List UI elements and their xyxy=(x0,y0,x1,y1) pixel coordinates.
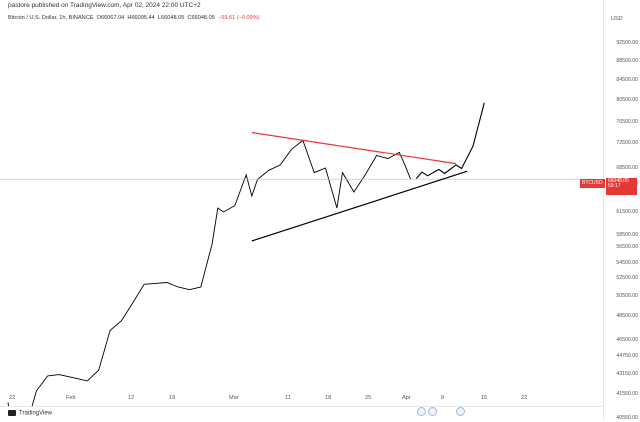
price-tick-label: 68500.00 xyxy=(616,165,638,171)
time-tick-label: 19 xyxy=(169,395,176,401)
symbol-description: Bitcoin / U.S. Dollar, 1h, BINANCE xyxy=(8,15,94,21)
price-tick-label: 52500.00 xyxy=(616,275,638,281)
time-tick-label: 18 xyxy=(325,395,332,401)
price-tick-label: 50500.00 xyxy=(616,293,638,299)
time-tick-label: 22 xyxy=(521,395,528,401)
bar-countdown: 59:17 xyxy=(608,183,621,190)
event-flag-icon[interactable] xyxy=(417,407,426,416)
price-tick-label: 48500.00 xyxy=(616,313,638,319)
time-tick-label: 8 xyxy=(441,395,445,401)
price-tick-label: 88500.00 xyxy=(616,58,638,64)
brand-logo: TradingView xyxy=(8,410,52,417)
price-tick-label: 43150.00 xyxy=(616,371,638,377)
last-price: 66048.05 xyxy=(608,178,629,184)
price-tick-label: 76500.00 xyxy=(616,119,638,125)
last-price-tag: 66048.05 59:17 xyxy=(606,178,637,195)
price-axis[interactable]: 92500.00 88500.00 84500.00 80500.00 76500.00… xyxy=(603,0,640,421)
price-tick-label: 72500.00 xyxy=(616,140,638,146)
event-flag-icon[interactable] xyxy=(456,407,465,416)
time-tick-label: Feb xyxy=(66,395,76,401)
price-tick-label: 84500.00 xyxy=(616,77,638,83)
chart-footer xyxy=(0,406,603,422)
time-tick-label: 25 xyxy=(365,395,372,401)
price-tick-label: 58500.00 xyxy=(616,232,638,238)
high-value: H66095.44 xyxy=(127,15,155,21)
price-series-line xyxy=(7,139,412,406)
price-tick-label: 44750.00 xyxy=(616,353,638,359)
price-chart[interactable] xyxy=(0,0,603,406)
projection-path[interactable] xyxy=(415,102,485,179)
time-tick-label: 22 xyxy=(9,395,16,401)
event-flag-icon[interactable] xyxy=(428,407,437,416)
resistance-trendline[interactable] xyxy=(251,131,457,165)
price-tick-label: 56500.00 xyxy=(616,244,638,250)
close-value: C66048.05 xyxy=(187,15,215,21)
time-tick-label: 11 xyxy=(285,395,291,401)
price-tick-label: 54500.00 xyxy=(616,260,638,266)
time-tick-label: 15 xyxy=(481,395,488,401)
support-trendline[interactable] xyxy=(251,170,468,242)
open-value: O66067.04 xyxy=(96,15,125,21)
price-tick-label: 61500.00 xyxy=(616,209,638,215)
low-value: L66048.05 xyxy=(157,15,185,21)
symbol-info: Bitcoin / U.S. Dollar, 1h, BINANCE O6606… xyxy=(8,15,260,21)
price-tick-label: 41550.00 xyxy=(616,391,638,397)
time-tick-label: Apr xyxy=(402,395,411,401)
price-tick-label: 92500.00 xyxy=(616,40,638,46)
chart-header: pastore published on TradingView.com, Ap… xyxy=(0,0,640,11)
time-tick-label: 12 xyxy=(128,395,135,401)
publisher-line: pastore published on TradingView.com, Ap… xyxy=(8,2,201,9)
price-tick-label: 40550.00 xyxy=(616,415,638,421)
price-tick-label: 80500.00 xyxy=(616,97,638,103)
symbol-tag: BTCUSD xyxy=(580,179,605,188)
time-tick-label: Mar xyxy=(229,395,239,401)
price-tick-label: 46500.00 xyxy=(616,337,638,343)
brand-name: TradingView xyxy=(19,410,53,417)
currency-label: USD xyxy=(611,16,623,22)
change-value: −59.61 (−0.09%) xyxy=(217,15,260,21)
tradingview-icon xyxy=(8,410,16,416)
